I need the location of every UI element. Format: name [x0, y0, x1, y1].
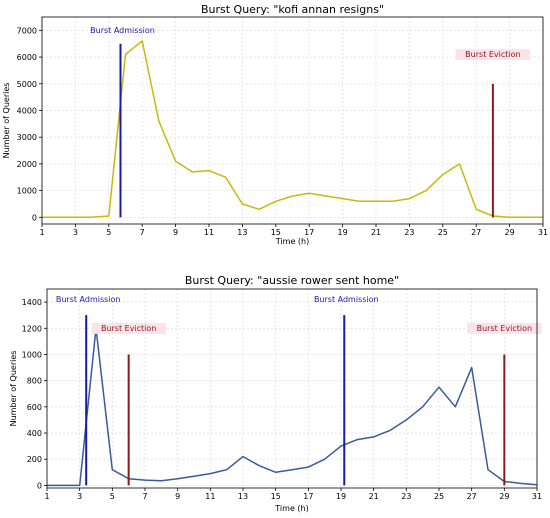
x-tick-label: 31	[538, 228, 548, 237]
x-tick-label: 11	[204, 228, 214, 237]
x-tick-label: 23	[404, 228, 414, 237]
x-tick-label: 9	[175, 492, 180, 501]
y-tick-label: 5000	[17, 80, 37, 89]
x-tick-label: 25	[438, 228, 448, 237]
x-tick-label: 5	[106, 228, 111, 237]
burst-eviction-label-bg	[455, 49, 531, 61]
x-tick-label: 13	[238, 492, 248, 501]
burst-eviction-label-bg	[91, 322, 166, 334]
y-tick-label: 1000	[17, 187, 37, 196]
x-tick-label: 9	[173, 228, 178, 237]
x-tick-label: 1	[44, 492, 49, 501]
y-tick-label: 3000	[17, 133, 37, 142]
x-tick-label: 11	[205, 492, 215, 501]
x-tick-label: 31	[532, 492, 542, 501]
y-tick-label: 4000	[17, 106, 37, 115]
x-tick-label: 3	[77, 492, 82, 501]
x-tick-label: 15	[271, 492, 281, 501]
x-axis-label: Time (h)	[275, 237, 309, 246]
x-tick-label: 25	[434, 492, 444, 501]
x-tick-label: 29	[499, 492, 509, 501]
y-tick-label: 800	[27, 377, 42, 386]
y-axis-label: Number of Queries	[9, 351, 18, 427]
x-tick-label: 5	[110, 492, 115, 501]
x-tick-label: 7	[142, 492, 147, 501]
x-tick-label: 23	[401, 492, 411, 501]
x-axis-label: Time (h)	[274, 504, 308, 513]
x-tick-label: 15	[271, 228, 281, 237]
y-tick-label: 6000	[17, 53, 37, 62]
burst-admission-label: Burst Admission	[314, 295, 379, 304]
x-tick-label: 7	[140, 228, 145, 237]
plot-frame	[41, 16, 544, 225]
x-tick-label: 1	[39, 228, 44, 237]
x-tick-label: 17	[304, 228, 314, 237]
y-tick-label: 1200	[22, 324, 42, 333]
chart-title: Burst Query: "kofi annan resigns"	[201, 3, 384, 16]
x-tick-label: 3	[73, 228, 78, 237]
y-tick-label: 7000	[17, 26, 37, 35]
plot-frame	[46, 288, 538, 489]
x-tick-label: 19	[338, 228, 348, 237]
x-tick-label: 19	[336, 492, 346, 501]
x-tick-label: 21	[371, 228, 381, 237]
burst-admission-label: Burst Admission	[56, 295, 121, 304]
chart-panel-bottom: Burst Admission Burst Eviction Burst Admis…	[9, 274, 542, 513]
x-tick-label: 17	[303, 492, 313, 501]
x-tick-label: 29	[505, 228, 515, 237]
y-axis-label: Number of Queries	[2, 83, 11, 159]
burst-eviction-label-bg	[467, 322, 542, 334]
y-tick-label: 2000	[17, 160, 37, 169]
y-tick-label: 400	[27, 429, 42, 438]
series-line	[42, 40, 543, 219]
x-tick-label: 27	[471, 228, 481, 237]
x-tick-label: 27	[467, 492, 477, 501]
burst-admission-label: Burst Admission	[90, 26, 155, 35]
y-tick-label: 0	[32, 213, 37, 222]
y-tick-label: 1400	[22, 298, 42, 307]
y-tick-label: 600	[27, 403, 42, 412]
y-tick-label: 200	[27, 455, 42, 464]
y-tick-label: 0	[37, 481, 42, 490]
burst-eviction-label: Burst Eviction	[477, 324, 532, 333]
chart-title: Burst Query: "aussie rower sent home"	[185, 274, 399, 287]
x-tick-label: 21	[369, 492, 379, 501]
x-tick-label: 13	[237, 228, 247, 237]
burst-eviction-label: Burst Eviction	[101, 324, 156, 333]
y-tick-label: 1000	[22, 350, 42, 359]
burst-eviction-label: Burst Eviction	[465, 50, 520, 59]
